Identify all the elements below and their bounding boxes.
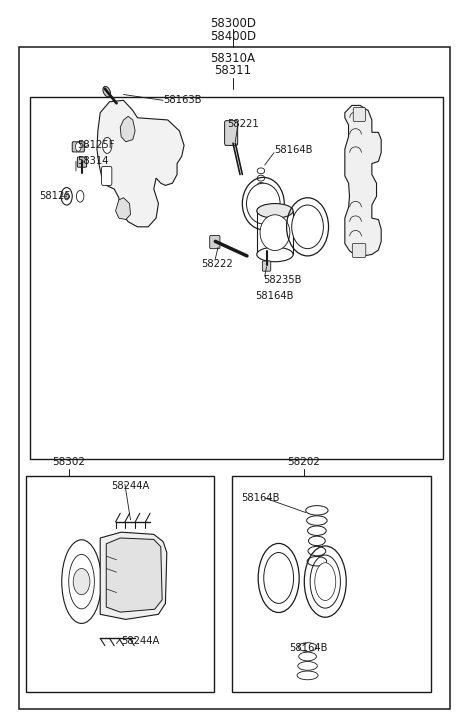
Polygon shape	[345, 105, 381, 256]
Text: 58163B: 58163B	[163, 95, 202, 105]
FancyBboxPatch shape	[77, 157, 87, 167]
Bar	[30, 97, 443, 459]
Ellipse shape	[103, 87, 110, 97]
Bar	[257, 211, 293, 254]
FancyBboxPatch shape	[72, 142, 84, 152]
Circle shape	[64, 193, 69, 200]
Text: 58221: 58221	[227, 119, 259, 129]
Text: 58164B: 58164B	[241, 493, 280, 503]
FancyBboxPatch shape	[210, 236, 220, 249]
Text: 58125F: 58125F	[77, 140, 114, 150]
Ellipse shape	[315, 563, 336, 601]
Ellipse shape	[264, 553, 294, 603]
Bar	[232, 476, 431, 692]
Ellipse shape	[69, 554, 94, 609]
Polygon shape	[97, 100, 184, 227]
Ellipse shape	[103, 137, 112, 153]
Text: 58300D: 58300D	[210, 17, 256, 30]
Polygon shape	[120, 116, 135, 142]
Ellipse shape	[247, 183, 280, 224]
Polygon shape	[116, 198, 130, 220]
Ellipse shape	[260, 214, 290, 251]
Bar	[26, 476, 214, 692]
Text: 58310A: 58310A	[211, 52, 255, 65]
Circle shape	[73, 569, 90, 595]
Text: 58244A: 58244A	[111, 481, 149, 491]
Text: 58244A: 58244A	[121, 636, 159, 646]
Text: 58164B: 58164B	[255, 291, 294, 301]
Text: 58222: 58222	[201, 259, 233, 269]
Circle shape	[75, 142, 81, 151]
Text: 58311: 58311	[214, 64, 252, 77]
Ellipse shape	[292, 205, 323, 249]
FancyBboxPatch shape	[102, 166, 112, 185]
Polygon shape	[100, 532, 167, 619]
Text: 58164B: 58164B	[274, 145, 313, 156]
Text: 58302: 58302	[53, 457, 85, 467]
FancyBboxPatch shape	[352, 244, 366, 257]
Text: 58400D: 58400D	[210, 30, 256, 43]
Text: 58164B: 58164B	[289, 643, 328, 654]
FancyBboxPatch shape	[353, 108, 365, 121]
Text: 58202: 58202	[288, 457, 320, 467]
Text: 58314: 58314	[77, 156, 109, 166]
Polygon shape	[106, 538, 162, 612]
FancyBboxPatch shape	[262, 261, 271, 271]
Text: 58235B: 58235B	[263, 275, 302, 285]
Text: 58125: 58125	[40, 191, 71, 201]
Ellipse shape	[257, 204, 293, 218]
FancyBboxPatch shape	[225, 121, 238, 145]
Ellipse shape	[257, 247, 293, 262]
